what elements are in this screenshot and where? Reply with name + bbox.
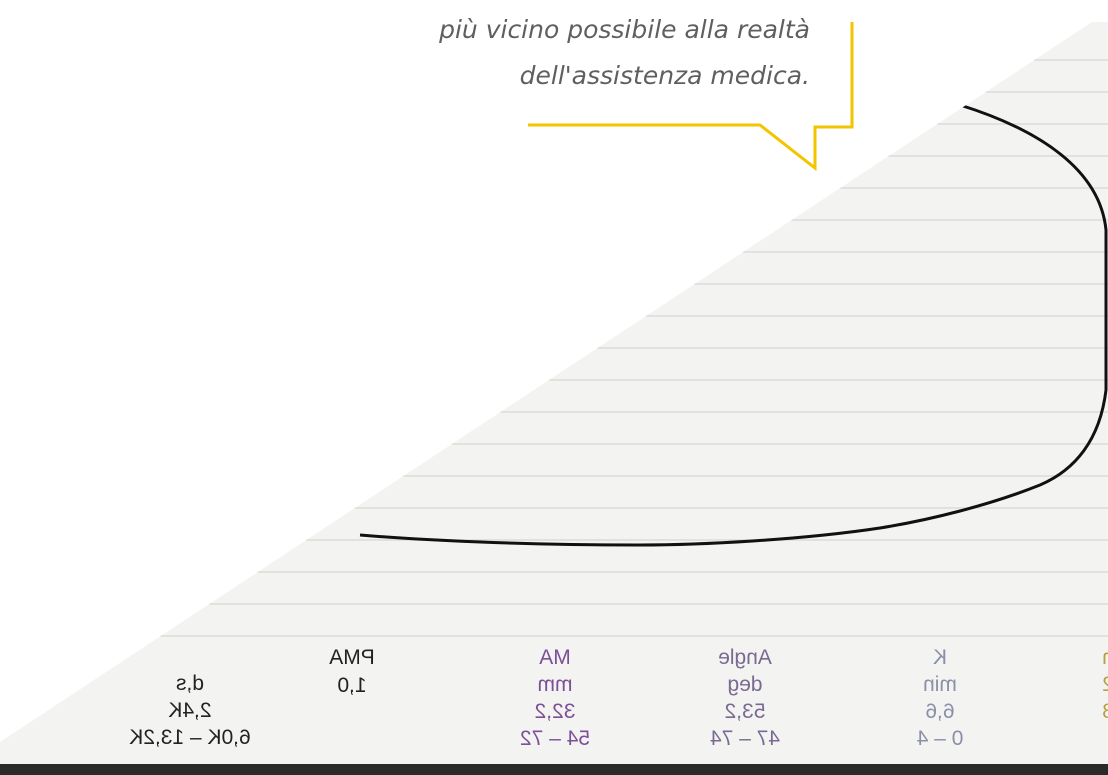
table-cell: mm bbox=[538, 673, 573, 696]
table-cell: 0 – 4 bbox=[916, 727, 963, 750]
table-cell: 2,4K bbox=[168, 699, 211, 722]
quote-line: più vicino possibile alla realtà bbox=[438, 15, 810, 44]
table-cell: PMA bbox=[329, 646, 375, 669]
table-cell: 54 – 72 bbox=[520, 727, 590, 750]
table-cell: 8 bbox=[1102, 700, 1108, 723]
table-cell: Angle bbox=[718, 646, 772, 669]
table-cell: 53,2 bbox=[725, 700, 766, 723]
quote-line: dell'assistenza medica. bbox=[520, 61, 810, 90]
table-cell: min bbox=[923, 673, 957, 696]
photo: d,s 2,4K 6,0K – 13,2K PMA 1,0 MA mm 32,2 54 – 72… bbox=[0, 0, 1108, 775]
table-cell: deg bbox=[727, 673, 762, 696]
table-cell: d,s bbox=[176, 672, 204, 695]
table-cell: MA bbox=[539, 646, 571, 669]
table-cell: n bbox=[1102, 646, 1108, 669]
table-cell: 1,0 bbox=[337, 674, 366, 697]
table-cell: 6,6 bbox=[925, 700, 954, 723]
bottom-edge bbox=[0, 764, 1108, 775]
table-cell: 2 bbox=[1102, 673, 1108, 696]
page: d,s 2,4K 6,0K – 13,2K PMA 1,0 MA mm 32,2 54 – 72… bbox=[0, 0, 1108, 775]
table-cell: 6,0K – 13,2K bbox=[129, 726, 250, 749]
hero: d,s 2,4K 6,0K – 13,2K PMA 1,0 MA mm 32,2 54 – 72… bbox=[0, 0, 1108, 775]
quote: più vicino possibile alla realtà dell'ass… bbox=[438, 15, 810, 90]
table-cell: 47 – 74 bbox=[710, 727, 780, 750]
table-cell: 32,2 bbox=[535, 700, 576, 723]
table-cell: K bbox=[933, 646, 947, 669]
